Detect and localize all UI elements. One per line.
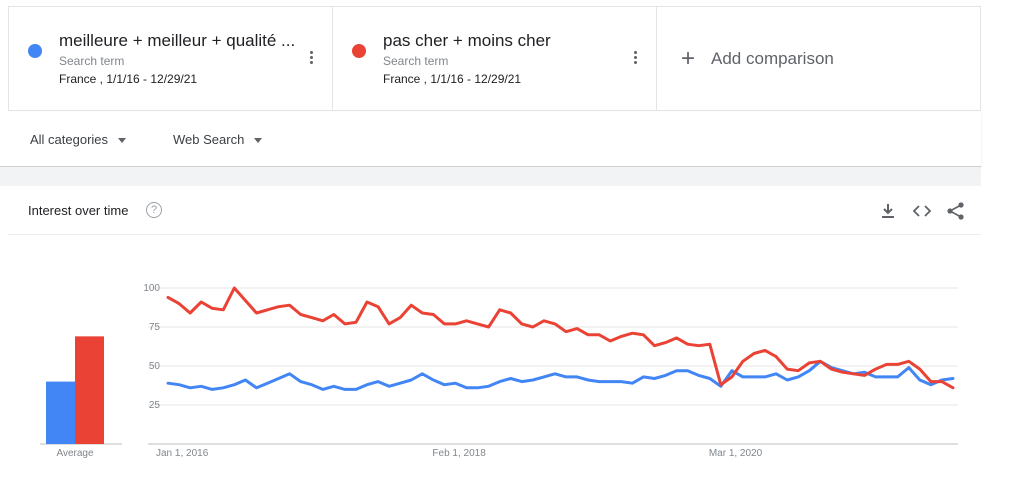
- average-bar-2: [75, 336, 104, 444]
- embed-icon[interactable]: [911, 200, 933, 222]
- comparison-term-1[interactable]: meilleure + meilleur + qualité ... Searc…: [9, 7, 333, 110]
- y-tick-label: 75: [149, 322, 161, 333]
- filter-bar: All categories Web Search: [0, 112, 981, 167]
- more-options-icon[interactable]: [310, 51, 314, 66]
- section-divider: [0, 167, 981, 186]
- term-meta: France , 1/1/16 - 12/29/21: [59, 72, 198, 86]
- card-title: Interest over time: [28, 203, 129, 218]
- more-options-icon[interactable]: [634, 51, 638, 66]
- help-icon[interactable]: ?: [146, 202, 162, 218]
- caret-down-icon: [118, 138, 127, 144]
- y-tick-label: 25: [149, 400, 161, 411]
- average-bar-1: [46, 381, 75, 444]
- download-icon[interactable]: [877, 200, 899, 222]
- x-tick-label: Feb 1, 2018: [432, 448, 486, 459]
- category-dropdown[interactable]: All categories: [30, 132, 127, 147]
- comparison-bar: meilleure + meilleur + qualité ... Searc…: [8, 6, 981, 111]
- y-tick-label: 100: [143, 283, 160, 294]
- search-type-dropdown[interactable]: Web Search: [173, 132, 263, 147]
- term-type: Search term: [59, 54, 125, 68]
- term-name[interactable]: pas cher + moins cher: [383, 31, 551, 50]
- comparison-term-2[interactable]: pas cher + moins cher Search term France…: [333, 7, 657, 110]
- add-comparison-label: Add comparison: [711, 48, 834, 68]
- term-name[interactable]: meilleure + meilleur + qualité ...: [59, 31, 296, 50]
- series-line-2: [166, 286, 955, 390]
- x-tick-label: Jan 1, 2016: [156, 448, 209, 459]
- share-icon[interactable]: [945, 200, 967, 222]
- term-type: Search term: [383, 54, 449, 68]
- term-meta: France , 1/1/16 - 12/29/21: [383, 72, 522, 86]
- series-color-dot-2: [352, 44, 366, 58]
- series-color-dot-1: [28, 44, 42, 58]
- average-label: Average: [56, 448, 94, 459]
- y-tick-label: 50: [149, 361, 161, 372]
- caret-down-icon: [254, 138, 263, 144]
- category-dropdown-label: All categories: [30, 132, 109, 147]
- interest-over-time-chart: 25 50 75 100 Jan 1, 2016 Feb 1, 2018 Mar 1, 20…: [40, 283, 958, 459]
- card-header: Interest over time ?: [8, 186, 981, 235]
- plus-icon: +: [681, 44, 696, 72]
- x-tick-label: Mar 1, 2020: [709, 448, 763, 459]
- search-type-dropdown-label: Web Search: [173, 132, 245, 147]
- interest-over-time-card: Interest over time ? 25 50 75 100 Jan 1, 201…: [8, 186, 981, 500]
- add-comparison-button[interactable]: + Add comparison: [657, 7, 980, 110]
